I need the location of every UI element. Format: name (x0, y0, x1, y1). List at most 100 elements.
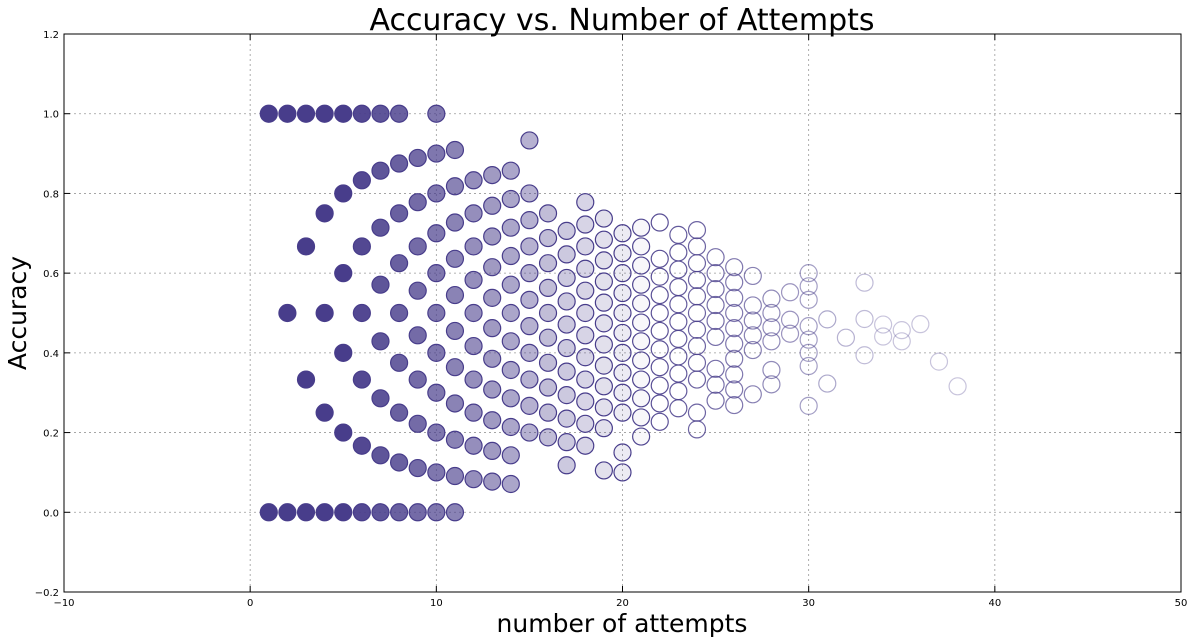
data-point (390, 353, 409, 372)
scatter-points (259, 104, 967, 522)
data-point (352, 237, 371, 256)
data-point (520, 370, 539, 389)
data-point (650, 412, 669, 431)
x-axis-label: number of attempts (497, 609, 748, 638)
data-point (632, 313, 651, 332)
data-point (613, 343, 632, 362)
data-point (483, 349, 502, 368)
data-point (464, 403, 483, 422)
data-point (576, 215, 595, 234)
data-point (501, 303, 520, 323)
data-point (334, 184, 353, 203)
data-point (650, 376, 669, 395)
data-point (799, 343, 818, 362)
data-point (929, 352, 949, 371)
data-point (427, 383, 446, 402)
data-point (371, 446, 390, 465)
data-point (576, 303, 595, 323)
data-point (520, 184, 539, 203)
data-point (445, 177, 465, 196)
data-point (632, 351, 651, 370)
data-point (687, 420, 707, 439)
data-point (408, 148, 427, 168)
data-point (650, 303, 669, 323)
data-point (687, 320, 707, 339)
data-point (427, 463, 446, 482)
data-point (315, 303, 334, 323)
data-point (594, 398, 613, 417)
data-point (687, 336, 707, 356)
data-point (687, 270, 707, 290)
data-point (520, 317, 539, 336)
data-point (315, 403, 334, 422)
data-point (445, 394, 465, 413)
data-point (427, 104, 446, 123)
data-point (706, 375, 725, 394)
data-point (501, 417, 520, 437)
data-point (632, 427, 651, 446)
grid-lines (64, 34, 1181, 592)
y-tick-label: 0.6 (43, 269, 59, 280)
data-point (296, 503, 316, 522)
data-point (501, 189, 520, 209)
data-point (390, 104, 409, 123)
chart-title: Accuracy vs. Number of Attempts (369, 3, 874, 38)
data-point (576, 348, 595, 367)
data-point (650, 213, 669, 232)
x-tick-label: 10 (430, 598, 443, 609)
data-point (706, 279, 725, 299)
data-point (725, 288, 744, 307)
data-point (334, 503, 353, 522)
data-point (501, 275, 520, 294)
data-point (557, 338, 576, 358)
data-point (352, 503, 371, 522)
data-point (687, 254, 707, 273)
data-point (483, 258, 502, 277)
data-point (743, 311, 762, 330)
data-point (762, 375, 781, 394)
data-point (650, 340, 669, 359)
data-point (427, 423, 446, 442)
data-point (687, 220, 707, 240)
data-point (687, 403, 707, 422)
data-point (408, 458, 427, 478)
data-point (632, 332, 651, 351)
data-point (594, 356, 613, 375)
data-point (632, 294, 651, 313)
data-point (445, 285, 465, 305)
data-point (687, 370, 707, 389)
data-point (706, 311, 725, 331)
data-point (594, 314, 613, 333)
data-point (762, 303, 781, 323)
data-point (538, 278, 558, 297)
data-point (334, 343, 353, 362)
data-point (948, 377, 967, 396)
data-point (483, 411, 502, 430)
data-point (352, 104, 371, 123)
data-point (725, 258, 744, 277)
data-point (296, 370, 316, 389)
data-point (352, 303, 371, 323)
data-point (706, 327, 725, 347)
data-point (855, 309, 874, 329)
data-point (892, 332, 911, 351)
data-point (855, 273, 874, 292)
data-point (762, 360, 781, 380)
data-point (408, 193, 427, 212)
data-point (594, 251, 613, 270)
data-point (427, 224, 446, 243)
data-point (278, 303, 297, 323)
data-point (780, 324, 800, 343)
data-point (390, 204, 409, 223)
data-point (557, 433, 576, 452)
data-point (725, 334, 744, 353)
data-point (259, 104, 278, 123)
x-tick-label: 50 (1175, 598, 1188, 609)
data-point (594, 335, 613, 354)
data-point (594, 377, 613, 396)
data-point (706, 295, 725, 315)
data-point (669, 225, 688, 244)
y-tick-label: −0.2 (35, 588, 59, 599)
data-point (483, 196, 502, 215)
